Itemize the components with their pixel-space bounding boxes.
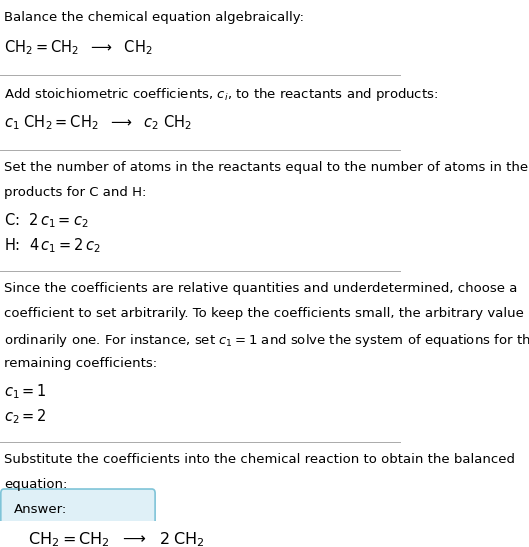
Text: equation:: equation: — [4, 478, 67, 491]
Text: H:  $4\,c_1 = 2\,c_2$: H: $4\,c_1 = 2\,c_2$ — [4, 236, 101, 255]
Text: $c_1 = 1$: $c_1 = 1$ — [4, 382, 47, 401]
Text: Set the number of atoms in the reactants equal to the number of atoms in the: Set the number of atoms in the reactants… — [4, 161, 528, 174]
Text: ordinarily one. For instance, set $c_1 = 1$ and solve the system of equations fo: ordinarily one. For instance, set $c_1 =… — [4, 333, 529, 350]
Text: $c_1$ $\mathrm{CH_2{=}CH_2}$  $\longrightarrow$  $c_2$ $\mathrm{CH_2}$: $c_1$ $\mathrm{CH_2{=}CH_2}$ $\longright… — [4, 114, 192, 132]
Text: $\mathrm{CH_2{=}CH_2}$  $\longrightarrow$  $\mathrm{CH_2}$: $\mathrm{CH_2{=}CH_2}$ $\longrightarrow$… — [4, 38, 153, 57]
FancyBboxPatch shape — [1, 489, 155, 547]
Text: $c_2 = 2$: $c_2 = 2$ — [4, 408, 47, 426]
Text: C:  $2\,c_1 = c_2$: C: $2\,c_1 = c_2$ — [4, 212, 88, 230]
Text: Since the coefficients are relative quantities and underdetermined, choose a: Since the coefficients are relative quan… — [4, 282, 517, 295]
Text: products for C and H:: products for C and H: — [4, 187, 147, 200]
Text: Add stoichiometric coefficients, $c_i$, to the reactants and products:: Add stoichiometric coefficients, $c_i$, … — [4, 86, 438, 103]
Text: remaining coefficients:: remaining coefficients: — [4, 357, 157, 370]
Text: Answer:: Answer: — [14, 503, 67, 516]
Text: coefficient to set arbitrarily. To keep the coefficients small, the arbitrary va: coefficient to set arbitrarily. To keep … — [4, 307, 529, 321]
Text: Substitute the coefficients into the chemical reaction to obtain the balanced: Substitute the coefficients into the che… — [4, 453, 515, 466]
Text: Balance the chemical equation algebraically:: Balance the chemical equation algebraica… — [4, 11, 304, 25]
Text: $\mathrm{CH_2{=}CH_2}$  $\longrightarrow$  $2\;\mathrm{CH_2}$: $\mathrm{CH_2{=}CH_2}$ $\longrightarrow$… — [28, 530, 205, 547]
